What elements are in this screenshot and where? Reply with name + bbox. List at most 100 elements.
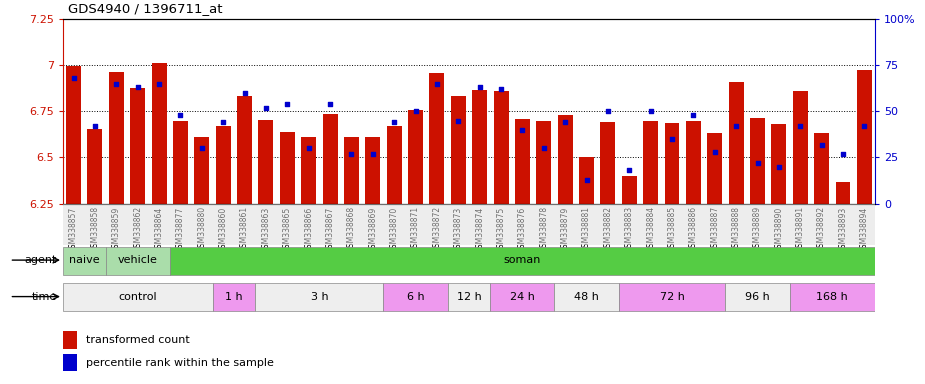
Bar <box>323 114 338 204</box>
Bar <box>302 137 316 204</box>
Point <box>88 123 103 129</box>
Bar <box>793 91 808 204</box>
Bar <box>258 120 274 204</box>
Bar <box>280 132 295 204</box>
Bar <box>63 331 77 349</box>
Bar <box>771 124 786 204</box>
Bar <box>63 283 213 311</box>
Bar <box>173 121 188 204</box>
Bar <box>63 247 105 275</box>
Bar <box>277 204 298 245</box>
Bar <box>319 204 340 245</box>
Bar <box>814 134 829 204</box>
Bar <box>536 121 551 204</box>
Bar <box>725 204 746 245</box>
Bar <box>554 283 619 311</box>
Bar <box>643 121 658 204</box>
Point <box>814 141 829 147</box>
Bar <box>490 283 554 311</box>
Point <box>664 136 679 142</box>
Point <box>387 119 401 126</box>
Point <box>152 81 166 87</box>
Bar <box>405 204 426 245</box>
Bar <box>664 123 680 204</box>
Bar <box>426 204 448 245</box>
Bar <box>661 204 683 245</box>
Bar <box>811 204 832 245</box>
Bar <box>746 204 768 245</box>
Point <box>429 81 444 87</box>
Bar <box>725 283 790 311</box>
Bar <box>237 96 252 204</box>
Point <box>750 160 765 166</box>
Bar <box>66 66 81 204</box>
Bar <box>109 72 124 204</box>
Point <box>237 90 252 96</box>
Point <box>323 101 338 107</box>
Bar <box>255 283 384 311</box>
Bar <box>298 204 319 245</box>
Text: agent: agent <box>24 255 56 265</box>
Bar <box>344 137 359 204</box>
Bar <box>255 204 277 245</box>
Bar <box>708 134 722 204</box>
Text: 6 h: 6 h <box>407 291 425 301</box>
Point <box>643 108 658 114</box>
Bar <box>619 283 725 311</box>
Bar <box>384 283 448 311</box>
Bar <box>429 73 444 204</box>
Bar <box>790 204 811 245</box>
Bar <box>598 204 619 245</box>
Bar <box>105 247 170 275</box>
Text: 48 h: 48 h <box>574 291 599 301</box>
Text: naive: naive <box>69 255 100 265</box>
Point <box>109 81 124 87</box>
Bar <box>384 204 405 245</box>
Point <box>857 123 871 129</box>
Point <box>729 123 744 129</box>
Bar <box>686 121 701 204</box>
Bar <box>579 157 594 204</box>
Point <box>302 145 316 151</box>
Bar <box>600 122 615 204</box>
Bar <box>362 204 384 245</box>
Bar <box>234 204 255 245</box>
Text: control: control <box>118 291 157 301</box>
Bar <box>494 91 509 204</box>
Bar <box>704 204 725 245</box>
Text: 168 h: 168 h <box>817 291 848 301</box>
Bar <box>387 126 401 204</box>
Text: transformed count: transformed count <box>86 335 190 345</box>
Bar <box>216 126 230 204</box>
Bar <box>750 118 765 204</box>
Bar <box>170 204 191 245</box>
Bar <box>472 90 487 204</box>
Text: 24 h: 24 h <box>510 291 535 301</box>
Bar <box>554 204 576 245</box>
Bar <box>191 204 213 245</box>
Bar <box>729 82 744 204</box>
Bar <box>213 283 255 311</box>
Bar <box>854 204 875 245</box>
Bar <box>558 115 573 204</box>
Bar <box>622 176 636 204</box>
Point <box>793 123 808 129</box>
Bar <box>408 111 423 204</box>
Bar <box>88 129 103 204</box>
Point <box>835 151 850 157</box>
Bar <box>84 204 105 245</box>
Bar <box>512 204 533 245</box>
Bar <box>640 204 661 245</box>
Bar <box>213 204 234 245</box>
Point <box>579 177 594 183</box>
Bar <box>790 283 875 311</box>
Point <box>536 145 551 151</box>
Bar <box>130 88 145 204</box>
Bar <box>576 204 598 245</box>
Text: GDS4940 / 1396711_at: GDS4940 / 1396711_at <box>68 2 222 15</box>
Bar <box>450 96 466 204</box>
Bar <box>490 204 512 245</box>
Bar <box>683 204 704 245</box>
Point <box>771 164 786 170</box>
Bar <box>170 247 875 275</box>
